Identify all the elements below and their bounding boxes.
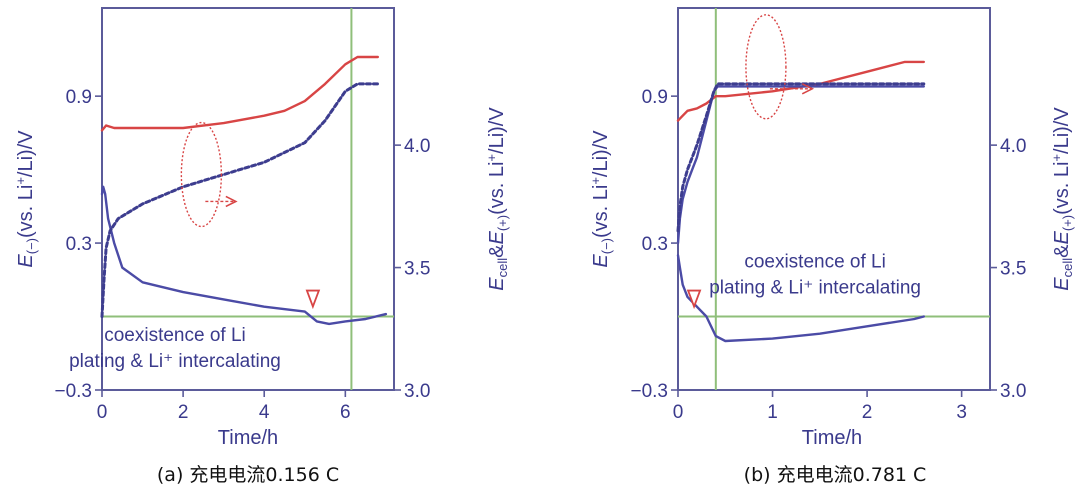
panel-b-right-y-tick-label: 3.0 (1000, 381, 1026, 402)
panel-b-caption: (b) 充电电流0.781 C (744, 464, 927, 486)
panel-b-left-y-tick-label: −0.3 (630, 381, 668, 402)
panel-a-series-2-line (100, 82, 380, 318)
panel-b-series-0-line (676, 254, 925, 343)
panel-a-left-y-tick-label: −0.3 (54, 381, 92, 402)
panel-b-right-y-tick-label: 3.5 (1000, 259, 1026, 280)
panel-a-x-tick-label: 2 (178, 402, 189, 423)
panel-a-left-y-axis-label: E(−)(vs. Li+/Li)/V (13, 130, 39, 268)
panel-a-axis-indicator-ellipse (180, 121, 223, 228)
panel-a-right-y-tick-label: 4.0 (404, 136, 430, 157)
panel-a-plating-onset-marker (305, 289, 321, 310)
panel-a-right-y-tick-label: 3.5 (404, 259, 430, 280)
panel-a-right-y-tick-label: 3.0 (404, 381, 430, 402)
panel-a-ticks: 0 2 4 6 0.9 0.3 −0.3 4.0 3.5 3.0 (54, 87, 430, 423)
panel-b-right-y-axis-label: Ecell&E(+)(vs. Li+/Li)/V (1049, 107, 1075, 291)
panel-b-x-axis-label: Time/h (802, 427, 862, 449)
panel-a-left-y-tick-label: 0.3 (66, 234, 92, 255)
panel-b-annotation-line-1: plating & Li⁺ intercalating (709, 278, 921, 299)
panel-b-ticks: 0 1 2 3 0.9 0.3 −0.3 4.0 3.5 3.0 (630, 87, 1026, 423)
panel-b-series-2-line (676, 85, 925, 245)
panel-a-frame (101, 7, 395, 391)
panel-b-annotation-line-0: coexistence of Li (744, 252, 886, 273)
panel-b-left-y-tick-label: 0.3 (642, 234, 668, 255)
panel-b-plating-onset-marker (686, 289, 702, 310)
panel-a-series-0-line (100, 185, 388, 326)
panel-a-arrow-head (225, 195, 238, 208)
panel-a: coexistence of Li plating & Li⁺ intercala… (13, 7, 510, 486)
panel-b-plot-area: coexistence of Li plating & Li⁺ intercala… (676, 8, 990, 390)
panel-a-x-tick-label: 6 (340, 402, 351, 423)
panel-b-frame (677, 7, 991, 391)
panel-b-arrow-head (801, 83, 815, 95)
panel-b-axis-indicator-ellipse (745, 14, 787, 120)
panel-a-right-y-axis-label: Ecell&E(+)(vs. Li+/Li)/V (484, 107, 510, 291)
panel-b-x-tick-label: 0 (673, 402, 684, 423)
panel-b-x-tick-label: 1 (767, 402, 778, 423)
panel-b-series-1-line (676, 60, 925, 122)
panel-a-series-1-line (100, 55, 379, 132)
panel-a-left-y-tick-label: 0.9 (66, 87, 92, 108)
panel-a-x-tick-label: 0 (97, 402, 108, 423)
panel-a-caption: (a) 充电电流0.156 C (157, 464, 339, 486)
panel-b-x-tick-label: 2 (862, 402, 873, 423)
panel-a-annotation-line-1: plating & Li⁺ intercalating (69, 351, 281, 372)
panel-a-plot-area: coexistence of Li plating & Li⁺ intercala… (69, 8, 394, 390)
panel-b-right-y-tick-label: 4.0 (1000, 136, 1026, 157)
panel-b-left-y-axis-label: E(−)(vs. Li+/Li)/V (588, 130, 614, 268)
panel-a-x-tick-label: 4 (259, 402, 270, 423)
panel-a-x-axis-label: Time/h (218, 427, 278, 449)
panel-b-left-y-tick-label: 0.9 (642, 87, 668, 108)
panel-b-x-tick-label: 3 (956, 402, 967, 423)
panel-b: coexistence of Li plating & Li⁺ intercala… (588, 7, 1075, 486)
panel-a-annotation-line-0: coexistence of Li (104, 325, 246, 346)
panel-b-series-3-line (676, 82, 926, 233)
